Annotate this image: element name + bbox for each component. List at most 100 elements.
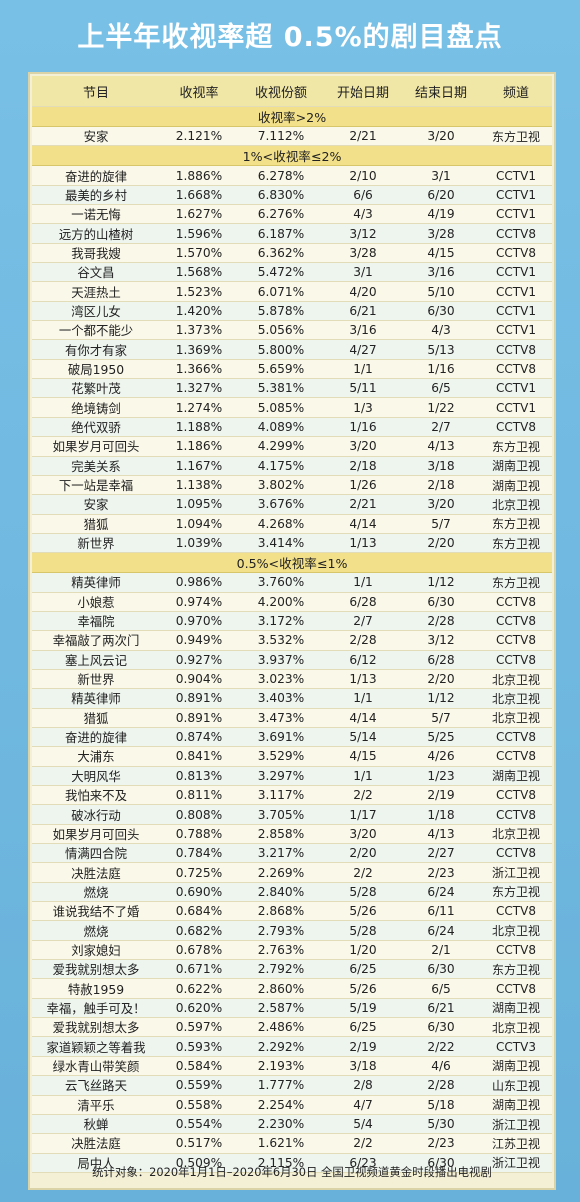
cell-end-date: 2/1 <box>402 940 480 961</box>
cell-start-date: 1/1 <box>324 766 402 787</box>
cell-rating: 1.420% <box>160 301 238 322</box>
cell-channel: CCTV1 <box>480 397 552 418</box>
cell-share: 3.172% <box>238 611 324 632</box>
cell-share: 6.187% <box>238 223 324 244</box>
cell-start-date: 5/26 <box>324 901 402 922</box>
table-row: 湾区儿女 1.420% 5.878% 6/21 6/30 CCTV1 <box>32 301 552 322</box>
table-row: 安家 2.121% 7.112% 2/21 3/20 东方卫视 <box>32 126 552 147</box>
cell-rating: 1.138% <box>160 475 238 496</box>
cell-channel: 江苏卫视 <box>480 1133 552 1154</box>
cell-end-date: 3/20 <box>402 126 480 147</box>
cell-end-date: 2/20 <box>402 533 480 554</box>
cell-start-date: 4/14 <box>324 708 402 728</box>
table-row: 破冰行动 0.808% 3.705% 1/17 1/18 CCTV8 <box>32 804 552 825</box>
cell-rating: 0.927% <box>160 650 238 670</box>
section-label: 0.5%<收视率≤1% <box>32 552 552 574</box>
cell-channel: 北京卫视 <box>480 824 552 845</box>
cell-end-date: 3/12 <box>402 630 480 651</box>
page-title: 上半年收视率超 0.5%的剧目盘点 <box>77 21 503 53</box>
cell-start-date: 2/2 <box>324 862 402 883</box>
cell-share: 3.529% <box>238 746 324 767</box>
cell-channel: 东方卫视 <box>480 959 552 980</box>
cell-program: 清平乐 <box>32 1095 160 1115</box>
cell-share: 3.532% <box>238 630 324 651</box>
cell-program: 大浦东 <box>32 746 160 767</box>
cell-program: 燃烧 <box>32 882 160 903</box>
cell-rating: 1.167% <box>160 456 238 476</box>
table-row: 决胜法庭 0.517% 1.621% 2/2 2/23 江苏卫视 <box>32 1133 552 1154</box>
cell-end-date: 2/23 <box>402 1133 480 1154</box>
cell-end-date: 6/11 <box>402 901 480 922</box>
cell-share: 6.830% <box>238 185 324 206</box>
cell-channel: 浙江卫视 <box>480 1114 552 1135</box>
cell-channel: 山东卫视 <box>480 1075 552 1096</box>
cell-rating: 0.811% <box>160 785 238 806</box>
cell-end-date: 1/12 <box>402 572 480 593</box>
table-row: 一个都不能少 1.373% 5.056% 3/16 4/3 CCTV1 <box>32 320 552 341</box>
cell-rating: 1.627% <box>160 204 238 225</box>
cell-program: 我哥我嫂 <box>32 243 160 264</box>
cell-program: 安家 <box>32 126 160 147</box>
cell-channel: CCTV1 <box>480 378 552 399</box>
cell-program: 天涯热土 <box>32 281 160 302</box>
cell-start-date: 6/21 <box>324 301 402 322</box>
section-label: 1%<收视率≤2% <box>32 145 552 167</box>
cell-program: 小娘惹 <box>32 592 160 612</box>
cell-channel: 湖南卫视 <box>480 475 552 496</box>
table-row: 有你才有家 1.369% 5.800% 4/27 5/13 CCTV8 <box>32 339 552 360</box>
cell-program: 家道颖颖之等着我 <box>32 1036 160 1057</box>
column-header-end-date: 结束日期 <box>402 76 480 107</box>
cell-share: 7.112% <box>238 126 324 147</box>
cell-channel: 东方卫视 <box>480 882 552 903</box>
cell-channel: CCTV1 <box>480 204 552 225</box>
cell-channel: CCTV1 <box>480 301 552 322</box>
cell-start-date: 4/15 <box>324 746 402 767</box>
cell-program: 决胜法庭 <box>32 862 160 883</box>
cell-end-date: 2/23 <box>402 862 480 883</box>
cell-start-date: 2/28 <box>324 630 402 651</box>
cell-start-date: 4/20 <box>324 281 402 302</box>
cell-end-date: 2/28 <box>402 1075 480 1096</box>
cell-rating: 1.668% <box>160 185 238 206</box>
cell-start-date: 3/16 <box>324 320 402 341</box>
cell-channel: 北京卫视 <box>480 708 552 728</box>
cell-rating: 0.671% <box>160 959 238 980</box>
cell-start-date: 2/7 <box>324 611 402 632</box>
cell-channel: 北京卫视 <box>480 688 552 709</box>
cell-share: 6.362% <box>238 243 324 264</box>
cell-rating: 0.559% <box>160 1075 238 1096</box>
cell-end-date: 6/30 <box>402 1017 480 1038</box>
cell-rating: 1.094% <box>160 514 238 534</box>
cell-rating: 0.986% <box>160 572 238 593</box>
cell-start-date: 5/4 <box>324 1114 402 1135</box>
cell-channel: 湖南卫视 <box>480 998 552 1019</box>
cell-rating: 0.949% <box>160 630 238 651</box>
cell-share: 2.868% <box>238 901 324 922</box>
table-row: 爱我就别想太多 0.597% 2.486% 6/25 6/30 北京卫视 <box>32 1017 552 1038</box>
cell-program: 奋进的旋律 <box>32 165 160 186</box>
cell-share: 3.117% <box>238 785 324 806</box>
cell-program: 猎狐 <box>32 514 160 534</box>
cell-end-date: 3/1 <box>402 165 480 186</box>
cell-end-date: 4/13 <box>402 824 480 845</box>
table-row: 幸福，触手可及！ 0.620% 2.587% 5/19 6/21 湖南卫视 <box>32 998 552 1019</box>
cell-rating: 0.904% <box>160 669 238 690</box>
cell-share: 2.486% <box>238 1017 324 1038</box>
cell-end-date: 6/30 <box>402 959 480 980</box>
cell-share: 6.071% <box>238 281 324 302</box>
table-row: 猎狐 0.891% 3.473% 4/14 5/7 北京卫视 <box>32 708 552 728</box>
cell-program: 奋进的旋律 <box>32 727 160 748</box>
table-row: 奋进的旋律 0.874% 3.691% 5/14 5/25 CCTV8 <box>32 727 552 748</box>
cell-start-date: 2/21 <box>324 494 402 515</box>
cell-program: 湾区儿女 <box>32 301 160 322</box>
cell-start-date: 3/20 <box>324 436 402 457</box>
cell-end-date: 6/5 <box>402 978 480 999</box>
cell-program: 幸福院 <box>32 611 160 632</box>
table-row: 绝代双骄 1.188% 4.089% 1/16 2/7 CCTV8 <box>32 417 552 438</box>
table-row: 奋进的旋律 1.886% 6.278% 2/10 3/1 CCTV1 <box>32 165 552 186</box>
cell-share: 2.230% <box>238 1114 324 1135</box>
cell-start-date: 6/25 <box>324 959 402 980</box>
cell-start-date: 4/14 <box>324 514 402 534</box>
table-row: 决胜法庭 0.725% 2.269% 2/2 2/23 浙江卫视 <box>32 862 552 883</box>
table-row: 最美的乡村 1.668% 6.830% 6/6 6/20 CCTV1 <box>32 185 552 206</box>
